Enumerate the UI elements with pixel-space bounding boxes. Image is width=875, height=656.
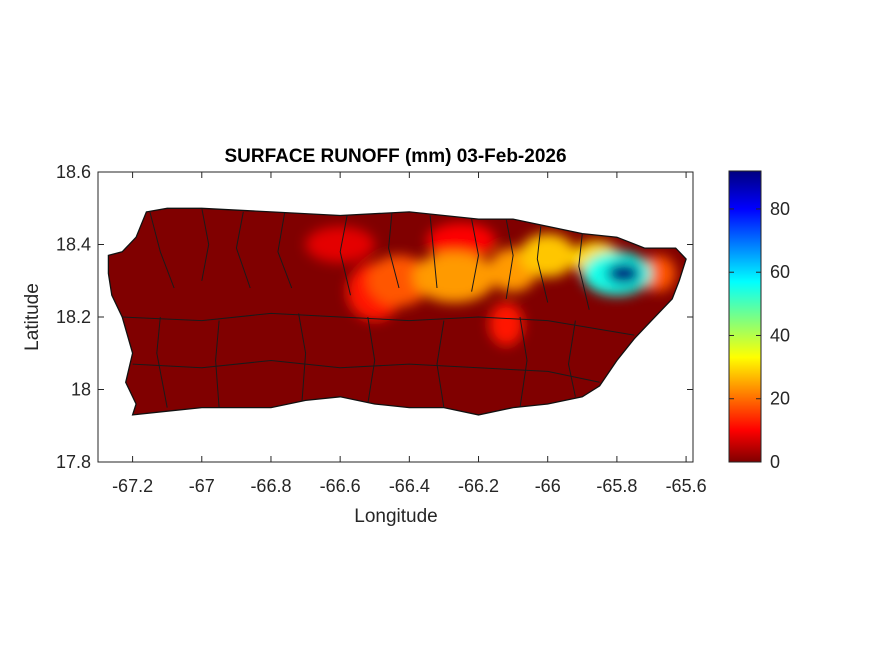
municipal-boundary — [578, 233, 590, 310]
colorbar-tick-label: 20 — [770, 389, 790, 409]
colorbar — [728, 170, 762, 463]
municipal-boundary — [132, 360, 600, 383]
runoff-cell — [606, 262, 642, 285]
municipal-boundary — [277, 211, 293, 289]
municipal-boundary — [215, 320, 220, 408]
y-tick-label: 18.6 — [56, 162, 91, 182]
municipal-boundaries — [122, 208, 635, 408]
runoff-cell — [305, 226, 375, 263]
x-axis-label: Longitude — [354, 506, 437, 527]
colorbar-tick-label: 80 — [770, 199, 790, 219]
colorbar-tick-label: 0 — [770, 452, 780, 472]
municipal-boundary — [536, 226, 549, 303]
municipal-boundary — [156, 316, 168, 408]
municipal-boundary — [339, 215, 351, 296]
municipal-boundary — [122, 312, 635, 336]
municipal-boundary — [568, 320, 576, 397]
municipal-boundary — [505, 219, 514, 299]
municipal-boundary — [201, 208, 210, 281]
municipal-boundary — [519, 316, 528, 408]
x-tick-label: -67 — [189, 476, 215, 496]
y-tick-label: 18 — [71, 380, 91, 400]
x-tick-label: -65.6 — [666, 476, 707, 496]
x-tick-label: -66.8 — [250, 476, 291, 496]
municipal-boundary — [235, 211, 251, 289]
municipal-boundary — [471, 219, 479, 292]
runoff-cell — [426, 222, 496, 259]
x-tick-label: -66.4 — [389, 476, 430, 496]
municipal-boundary — [149, 211, 175, 289]
x-axis-ticks: -67.2 -67 -66.8 -66.6 -66.4 -66.2 -66 -65.8 -65.… — [112, 172, 707, 496]
runoff-cell — [488, 302, 524, 346]
municipal-boundary — [436, 320, 445, 408]
colorbar-tick-label: 60 — [770, 262, 790, 282]
runoff-cell — [641, 255, 676, 292]
x-tick-label: -65.8 — [596, 476, 637, 496]
x-tick-label: -67.2 — [112, 476, 153, 496]
colorbar-tick-label: 40 — [770, 325, 790, 345]
runoff-cell — [520, 233, 576, 278]
x-tick-label: -66.2 — [458, 476, 499, 496]
chart-title: SURFACE RUNOFF (mm) 03-Feb-2026 — [224, 146, 566, 167]
y-axis-ticks: 17.8 18 18.2 18.4 18.6 — [56, 162, 693, 472]
y-tick-label: 18.4 — [56, 235, 91, 255]
coastline — [107, 207, 687, 416]
colorbar-ticks: 0 20 40 60 80 — [729, 199, 790, 472]
y-tick-label: 18.2 — [56, 307, 91, 327]
y-axis-label: Latitude — [22, 283, 43, 351]
x-tick-label: -66.6 — [320, 476, 361, 496]
x-tick-label: -66 — [535, 476, 561, 496]
land-mass — [108, 208, 687, 415]
municipal-boundary — [388, 211, 400, 289]
runoff-field — [305, 222, 676, 346]
runoff-cell — [412, 251, 496, 303]
y-tick-label: 17.8 — [56, 452, 91, 472]
municipal-boundary — [298, 313, 307, 401]
runoff-cell — [367, 255, 431, 307]
municipal-boundary — [367, 316, 376, 405]
municipal-boundary — [429, 215, 438, 289]
map-layer — [107, 207, 687, 416]
